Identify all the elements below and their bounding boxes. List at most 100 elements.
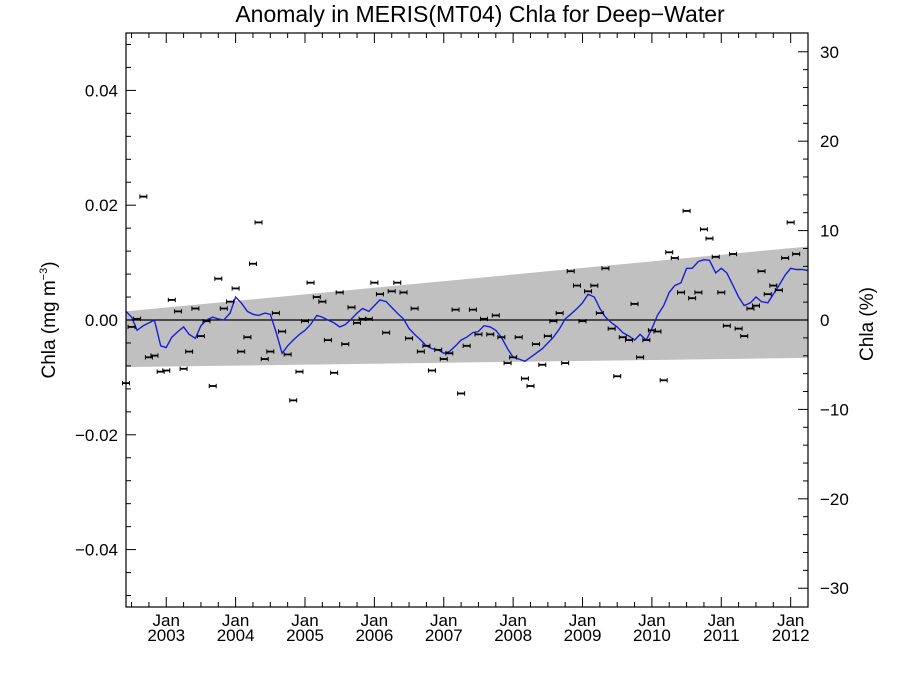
data-point: [266, 349, 275, 354]
data-point: [474, 332, 483, 337]
y-left-tick-label: 0.02: [85, 196, 118, 215]
data-point: [399, 290, 408, 295]
data-point: [543, 333, 552, 339]
data-point: [196, 333, 205, 339]
x-tick-label-year: 2004: [217, 626, 255, 645]
data-point: [427, 368, 436, 373]
data-point: [781, 255, 790, 261]
data-point: [491, 313, 500, 318]
data-point: [751, 303, 760, 308]
data-point: [306, 280, 315, 285]
x-tick-label-year: 2005: [286, 626, 324, 645]
data-point: [271, 310, 280, 316]
y-left-tick-label: −0.02: [75, 426, 118, 445]
data-point: [208, 383, 217, 389]
y-axis-left-label: Chla (mg m−3): [38, 261, 60, 378]
x-tick-label-year: 2012: [772, 626, 810, 645]
data-point: [219, 306, 228, 311]
data-point: [653, 329, 662, 334]
x-tick-label-month: Jan: [499, 611, 526, 630]
data-point: [202, 318, 211, 324]
data-point: [503, 360, 512, 366]
data-point: [393, 280, 402, 285]
x-tick-label-month: Jan: [569, 611, 596, 630]
data-point: [613, 374, 622, 379]
x-tick-label-year: 2007: [425, 626, 463, 645]
data-point: [323, 337, 332, 343]
data-point: [677, 290, 686, 295]
trend-band-layer: [126, 246, 808, 368]
y-left-tick-label: 0.00: [85, 311, 118, 330]
data-point: [295, 369, 304, 374]
x-tick-label-year: 2003: [147, 626, 185, 645]
data-point: [699, 227, 708, 232]
data-point: [347, 305, 356, 310]
x-tick-label-month: Jan: [153, 611, 180, 630]
data-point: [601, 266, 610, 271]
data-point: [422, 343, 431, 349]
data-points-layer: [122, 194, 801, 403]
data-point: [248, 261, 257, 266]
data-point: [630, 301, 639, 307]
data-point: [595, 310, 604, 316]
x-tick-label-month: Jan: [708, 611, 735, 630]
data-point: [607, 326, 616, 331]
data-point: [659, 378, 668, 383]
data-point: [549, 318, 558, 324]
chart-title: Anomaly in MERIS(MT04) Chla for Deep−Wat…: [235, 1, 725, 27]
data-point: [254, 220, 263, 225]
data-point: [445, 351, 454, 356]
data-point: [370, 280, 379, 285]
y-left-tick-label: −0.04: [75, 541, 118, 560]
x-tick-label-year: 2008: [494, 626, 532, 645]
data-point: [509, 355, 518, 360]
data-point: [526, 383, 535, 389]
data-point: [150, 353, 159, 358]
x-tick-label-year: 2011: [703, 626, 740, 645]
data-point: [457, 391, 466, 396]
data-point: [185, 349, 194, 354]
x-tick-label-year: 2010: [633, 626, 671, 645]
data-point: [468, 307, 477, 312]
data-point: [214, 276, 223, 281]
data-point: [769, 283, 778, 288]
trend-band: [126, 246, 808, 368]
data-point: [439, 356, 448, 362]
data-point: [353, 320, 362, 326]
data-point: [729, 251, 738, 257]
y-right-tick-label: 30: [820, 43, 839, 62]
data-point: [618, 335, 627, 340]
y-right-tick-label: 20: [820, 132, 839, 151]
y-right-tick-label: −30: [820, 579, 849, 598]
data-point: [451, 307, 460, 312]
data-point: [792, 251, 801, 257]
data-point: [497, 335, 506, 340]
data-point: [174, 309, 183, 314]
data-point: [289, 398, 298, 403]
data-point: [746, 306, 755, 311]
x-tick-label-month: Jan: [361, 611, 388, 630]
data-point: [179, 366, 188, 371]
x-tick-label-month: Jan: [777, 611, 804, 630]
data-point: [341, 341, 350, 347]
smooth-line-layer: [125, 258, 809, 363]
data-point: [734, 326, 743, 331]
y-axis-left-label-main: Chla (mg m: [39, 280, 60, 378]
x-tick-label-month: Jan: [291, 611, 318, 630]
data-point: [167, 297, 176, 303]
data-point: [462, 343, 471, 349]
y-right-tick-label: −10: [820, 400, 849, 419]
data-point: [434, 347, 443, 353]
data-point: [127, 324, 136, 330]
y-right-tick-label: −20: [820, 490, 849, 509]
data-point: [538, 362, 547, 367]
smooth-anomaly-line: [125, 258, 809, 363]
data-point: [578, 318, 587, 324]
data-point: [283, 352, 292, 357]
y-right-tick-label: 0: [820, 311, 829, 330]
x-tick-label-year: 2006: [355, 626, 393, 645]
data-point: [237, 349, 246, 354]
data-point: [300, 318, 309, 324]
data-point: [226, 299, 235, 304]
